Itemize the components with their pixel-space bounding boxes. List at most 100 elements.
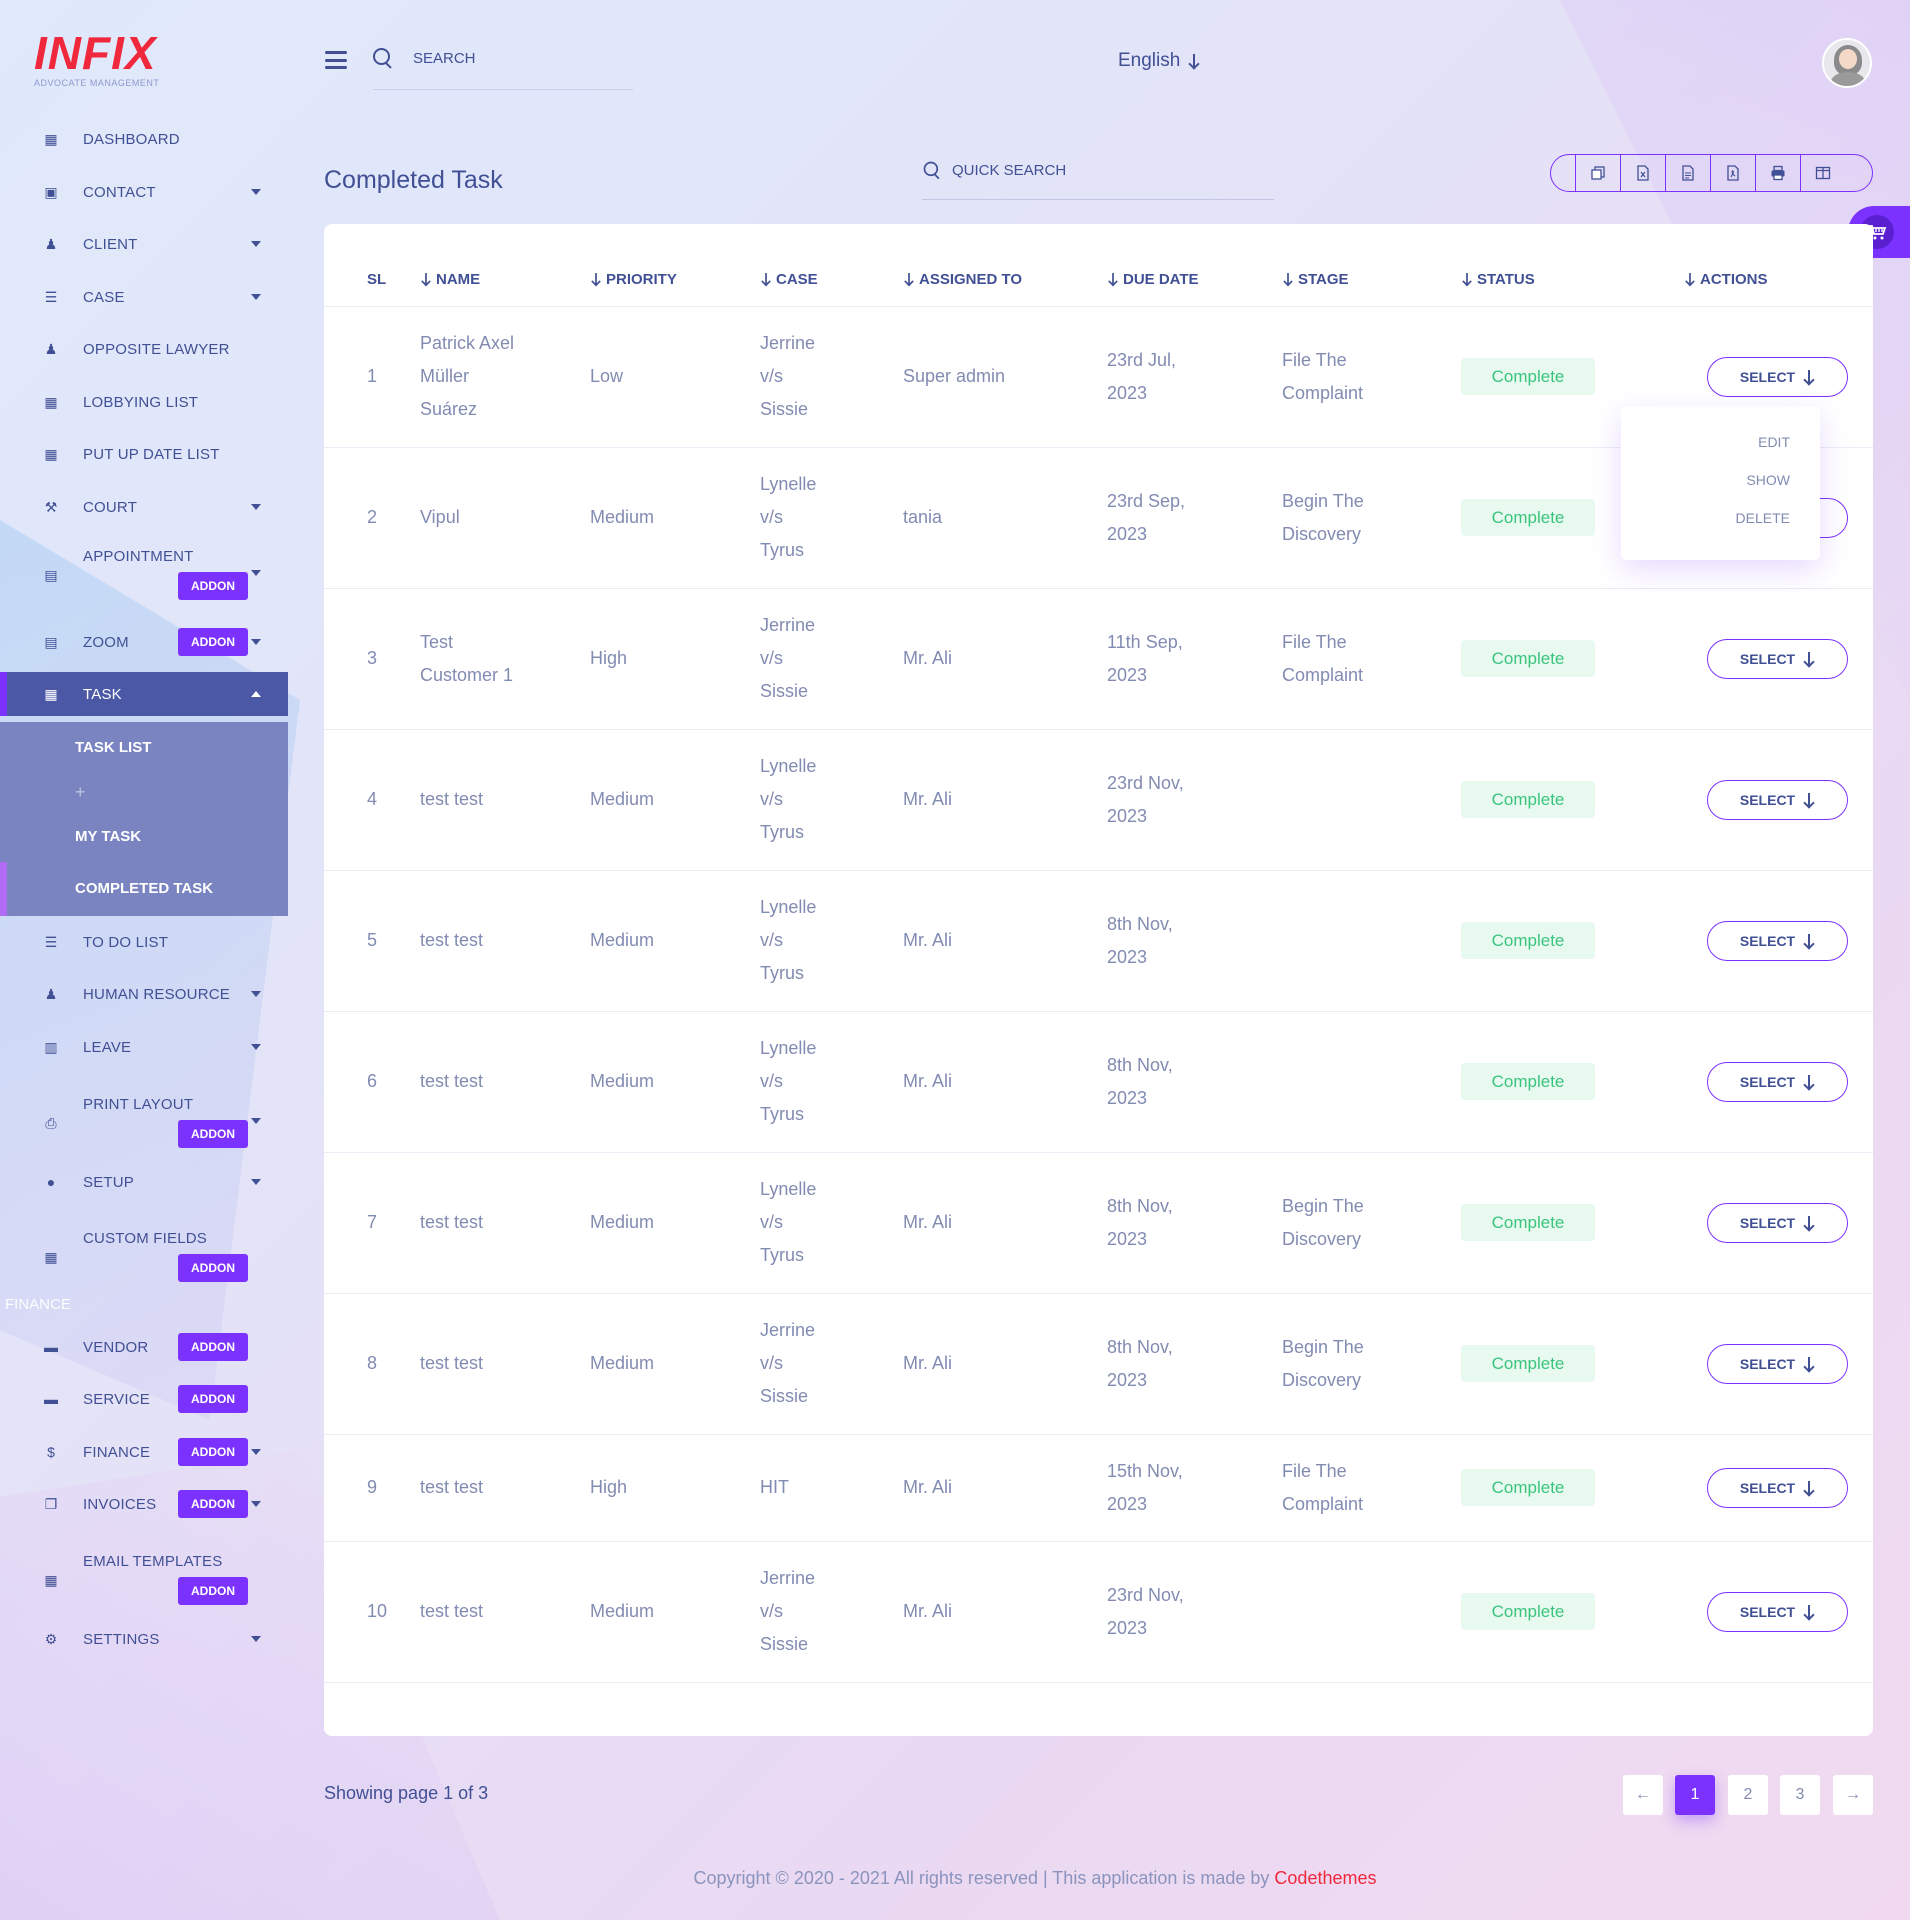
sidebar-item-finance[interactable]: $ FINANCE ADDON (0, 1430, 288, 1474)
sidebar-item-setup[interactable]: ● SETUP (0, 1160, 288, 1204)
language-select[interactable]: English (1118, 50, 1200, 72)
page-button-2[interactable]: 2 (1728, 1775, 1768, 1815)
next-page-button[interactable]: → (1833, 1775, 1873, 1815)
cell-name: test test (420, 870, 590, 1012)
status-badge: Complete (1461, 499, 1595, 536)
users-icon: ♟ (44, 340, 58, 357)
cell-priority-text: Medium (590, 1353, 655, 1373)
select-action-button[interactable]: SELECT (1707, 920, 1848, 961)
column-header-status[interactable]: STATUS (1461, 254, 1684, 307)
sidebar-item-custom-fields[interactable]: ▦ CUSTOM FIELDS ADDON (0, 1222, 288, 1292)
select-action-button[interactable]: SELECT (1707, 1591, 1848, 1632)
calendar-icon: ▤ (44, 633, 58, 650)
column-header-sl[interactable]: SL (324, 254, 420, 307)
sidebar-item-vendor[interactable]: ▬ VENDOR ADDON (0, 1325, 288, 1369)
column-header-label: ACTIONS (1700, 271, 1768, 289)
logo[interactable]: INFIX ADVOCATE MANAGEMENT (34, 30, 159, 88)
cell-name-text: Patrick Axel Müller Suárez (420, 333, 515, 419)
quick-search (922, 158, 1274, 200)
select-action-button[interactable]: SELECT (1707, 1061, 1848, 1102)
cell-due: 8th Nov, 2023 (1107, 1293, 1282, 1435)
column-header-assigned-to[interactable]: ASSIGNED TO (903, 254, 1107, 307)
page-title: Completed Task (324, 166, 503, 194)
column-header-due-date[interactable]: DUE DATE (1107, 254, 1282, 307)
sidebar-item-appointment[interactable]: ▤ APPOINTMENT ADDON (0, 540, 288, 610)
cell-case: Jerrine v/s Sissie (760, 1293, 903, 1435)
sidebar-item-task[interactable]: ▦ TASK (0, 672, 288, 716)
sidebar-item-leave[interactable]: ▥ LEAVE (0, 1025, 288, 1069)
print-icon[interactable] (1755, 155, 1800, 191)
cell-due: 11th Sep, 2023 (1107, 588, 1282, 730)
sidebar-item-dashboard[interactable]: ▦ DASHBOARD (0, 117, 288, 161)
sidebar-item-court[interactable]: ⚒ COURT (0, 485, 288, 529)
pdf-icon[interactable] (1710, 155, 1755, 191)
cell-priority-text: Medium (590, 930, 655, 950)
cell-case: HIT (760, 1434, 903, 1542)
sidebar-item-service[interactable]: ▬ SERVICE ADDON (0, 1377, 288, 1421)
cell-case: Lynelle v/s Tyrus (760, 870, 903, 1012)
sidebar-item-label: SETTINGS (83, 1630, 160, 1648)
cell-stage: File The Complaint (1282, 1434, 1461, 1542)
sort-arrow-icon (904, 273, 914, 285)
columns-icon[interactable] (1800, 155, 1845, 191)
grid-icon: ▦ (44, 445, 58, 462)
submenu-task-list[interactable]: TASK LIST (75, 739, 152, 756)
csv-icon[interactable] (1665, 155, 1710, 191)
select-action-button[interactable]: SELECT (1707, 1343, 1848, 1384)
store-icon: ▬ (44, 1339, 58, 1355)
search-input[interactable] (413, 50, 613, 67)
sidebar-item-opposite-lawyer[interactable]: ♟ OPPOSITE LAWYER (0, 327, 288, 371)
column-header-priority[interactable]: PRIORITY (590, 254, 760, 307)
page-button-1[interactable]: 1 (1675, 1775, 1715, 1815)
cell-due-text: 8th Nov, 2023 (1107, 1336, 1173, 1390)
cell-case-text: Lynelle v/s Tyrus (760, 1038, 817, 1124)
sidebar-item-settings[interactable]: ⚙ SETTINGS (0, 1617, 288, 1661)
cell-status: Complete (1461, 1541, 1684, 1683)
prev-page-button[interactable]: ← (1623, 1775, 1663, 1815)
page-button-3[interactable]: 3 (1780, 1775, 1820, 1815)
select-action-button[interactable]: SELECT (1707, 779, 1848, 820)
submenu-completed-task[interactable]: COMPLETED TASK (75, 880, 214, 897)
column-header-name[interactable]: NAME (420, 254, 590, 307)
submenu-my-task[interactable]: MY TASK (75, 828, 142, 845)
status-badge: Complete (1461, 781, 1595, 818)
copy-icon[interactable] (1575, 155, 1620, 191)
arrow-down-icon (1803, 1480, 1815, 1495)
footer-brand-link[interactable]: Codethemes (1274, 1868, 1377, 1888)
select-action-button[interactable]: SELECT (1707, 356, 1848, 397)
sidebar-item-print-layout[interactable]: ⎙ PRINT LAYOUT ADDON (0, 1088, 288, 1158)
quick-search-input[interactable] (952, 162, 1252, 179)
cell-priority: High (590, 588, 760, 730)
sort-arrow-icon (421, 273, 431, 285)
sidebar-item-client[interactable]: ♟ CLIENT (0, 222, 288, 266)
sidebar-item-contact[interactable]: ▣ CONTACT (0, 170, 288, 214)
cell-due: 23rd Nov, 2023 (1107, 729, 1282, 871)
sidebar-item-label: COURT (83, 498, 138, 516)
column-header-actions[interactable]: ACTIONS (1684, 254, 1873, 307)
sidebar-item-email-templates[interactable]: ▦ EMAIL TEMPLATES ADDON (0, 1545, 288, 1615)
avatar[interactable] (1822, 38, 1872, 88)
arrow-right-icon: → (1845, 1786, 1861, 1803)
select-action-button[interactable]: SELECT (1707, 638, 1848, 679)
sidebar-item-invoices[interactable]: ❐ INVOICES ADDON (0, 1482, 288, 1526)
sidebar-item-human-resource[interactable]: ♟ HUMAN RESOURCE (0, 972, 288, 1016)
cell-due-text: 8th Nov, 2023 (1107, 1195, 1173, 1249)
select-action-button[interactable]: SELECT (1707, 1202, 1848, 1243)
menu-toggle-icon[interactable] (325, 51, 347, 69)
sidebar-item-zoom[interactable]: ▤ ZOOM ADDON (0, 620, 288, 664)
sidebar-item-put-up-date-list[interactable]: ▦ PUT UP DATE LIST (0, 432, 288, 476)
select-action-button[interactable]: SELECT (1707, 1467, 1848, 1508)
sidebar-item-case[interactable]: ☰ CASE (0, 275, 288, 319)
column-header-case[interactable]: CASE (760, 254, 903, 307)
cell-stage: Begin The Discovery (1282, 1152, 1461, 1294)
dropdown-edit[interactable]: EDIT (1758, 434, 1790, 450)
arrow-down-icon (1803, 369, 1815, 384)
sidebar-item-lobbying-list[interactable]: ▦ LOBBYING LIST (0, 380, 288, 424)
excel-icon[interactable] (1620, 155, 1665, 191)
column-header-stage[interactable]: STAGE (1282, 254, 1461, 307)
sidebar-item-to-do-list[interactable]: ☰ TO DO LIST (0, 920, 288, 964)
arrow-down-icon (1803, 1604, 1815, 1619)
dropdown-show[interactable]: SHOW (1746, 472, 1790, 488)
addon-badge: ADDON (178, 1438, 248, 1466)
dropdown-delete[interactable]: DELETE (1735, 510, 1790, 526)
